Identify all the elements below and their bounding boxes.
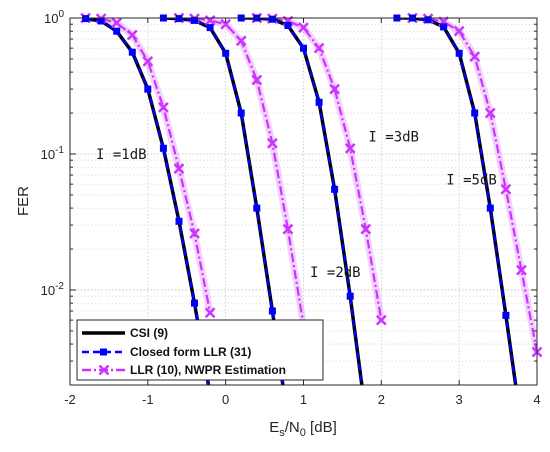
series-nwpr-marker <box>220 18 232 30</box>
x-axis-label-sub2: 0 <box>300 427 306 439</box>
x-axis-label-main: E <box>269 419 279 436</box>
series-closed-form-marker <box>191 299 198 307</box>
series-closed-form-marker <box>300 44 307 52</box>
series-closed-form-line <box>241 18 363 385</box>
series-nwpr-marker <box>126 29 138 41</box>
series-closed-form-marker <box>315 98 323 106</box>
y-axis-label: FER <box>15 186 32 216</box>
series-closed-form-marker <box>331 185 339 193</box>
x-axis-label: Es/N0 [dB] <box>269 419 337 439</box>
series-nwpr-marker <box>189 228 200 239</box>
series-nwpr-marker <box>204 307 216 319</box>
annotation-label: I =5dB <box>446 172 497 188</box>
y-tick-label-base: 10 <box>41 283 55 298</box>
series-closed-form-marker <box>175 15 183 23</box>
series-closed-form-marker <box>440 23 448 31</box>
series-closed-form-marker <box>144 85 152 93</box>
legend-marker-nwpr <box>98 364 110 376</box>
series-closed-form-marker <box>268 15 276 23</box>
series-closed-form-marker <box>284 22 292 29</box>
y-tick-label: 10-1 <box>41 145 65 162</box>
series-closed-form-marker <box>471 109 479 117</box>
series-nwpr-marker <box>158 102 169 113</box>
x-tick-label: 2 <box>378 392 385 407</box>
series-closed-form-marker <box>222 49 230 57</box>
series-closed-form-marker <box>424 16 432 24</box>
series-closed-form-marker <box>253 204 261 212</box>
series-closed-form-marker <box>206 24 214 32</box>
series-nwpr-marker <box>298 22 309 33</box>
series-nwpr-marker <box>484 107 496 119</box>
x-axis-label-unit: [dB] <box>306 419 337 436</box>
series-nwpr-marker <box>375 314 387 326</box>
series-closed-form-marker <box>191 16 198 24</box>
series-nwpr-marker <box>251 74 263 86</box>
annotation-label: I =2dB <box>310 265 361 281</box>
annotation-label: I =1dB <box>96 147 147 163</box>
series-closed-form-marker <box>486 204 494 212</box>
series-nwpr-marker <box>282 223 294 235</box>
y-tick-label-base: 10 <box>44 11 58 26</box>
series-nwpr-marker <box>111 17 123 29</box>
x-tick-label: 0 <box>222 392 229 407</box>
series-closed-form-marker <box>237 109 245 117</box>
series-nwpr-marker <box>235 35 247 47</box>
series-closed-form-marker <box>113 27 121 35</box>
y-tick-label: 100 <box>44 9 64 26</box>
legend: CSI (9) Closed form LLR (31) LLR (10), N… <box>76 319 324 381</box>
series-closed-form-marker <box>502 311 510 319</box>
series-nwpr-marker <box>329 83 341 95</box>
legend-label-csi: CSI (9) <box>130 326 168 340</box>
annotation-label: I =3dB <box>368 129 419 145</box>
x-axis-label-mid: /N <box>285 419 300 436</box>
series-closed-form-marker <box>159 144 167 152</box>
series-nwpr-marker <box>266 137 278 149</box>
series-nwpr-marker <box>344 142 356 154</box>
x-tick-label: 1 <box>300 392 307 407</box>
annotations: I =1dB I =3dB I =5dB I =2dB <box>96 129 497 281</box>
series-closed-form-marker <box>268 307 276 315</box>
x-tick-label: -1 <box>142 392 154 407</box>
series-closed-form-marker <box>455 49 463 57</box>
series-closed-form-marker <box>128 48 136 56</box>
series-nwpr-marker <box>516 264 527 276</box>
x-tick-label: -2 <box>64 392 76 407</box>
series-closed-form-marker <box>346 292 354 300</box>
series-closed-form-marker <box>97 17 105 25</box>
series-closed-form-marker <box>175 217 183 225</box>
x-tick-label: 3 <box>456 392 463 407</box>
series-nwpr-marker <box>500 183 512 195</box>
y-tick-label-exponent: -1 <box>55 145 64 156</box>
series-nwpr-marker <box>360 223 372 235</box>
marker-layer <box>80 12 543 358</box>
series-nwpr-line <box>412 18 537 353</box>
y-tick-label-base: 10 <box>41 147 55 162</box>
legend-marker-closed-form <box>100 348 107 356</box>
series-nwpr-marker <box>469 51 481 63</box>
series-nwpr-marker <box>204 15 216 26</box>
x-tick-label: 4 <box>533 392 540 407</box>
x-axis-label-sub1: s <box>279 427 285 439</box>
legend-label-nwpr: LLR (10), NWPR Estimation <box>130 363 286 377</box>
y-tick-label-exponent: -2 <box>55 281 64 292</box>
series-closed-form-marker <box>82 15 90 23</box>
y-tick-label: 10-2 <box>41 281 65 298</box>
y-tick-label-exponent: 0 <box>58 9 64 20</box>
legend-label-closed-form: Closed form LLR (31) <box>130 345 251 359</box>
series-nwpr-marker <box>453 25 465 37</box>
series-nwpr-marker <box>142 55 154 67</box>
series-nwpr-marker <box>173 163 185 175</box>
series-nwpr-marker <box>313 42 325 54</box>
